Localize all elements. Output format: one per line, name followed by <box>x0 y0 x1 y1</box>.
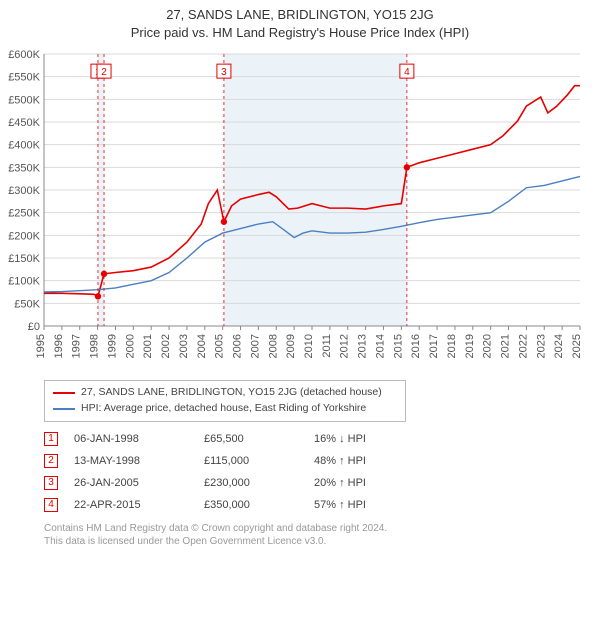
svg-text:2022: 2022 <box>517 334 529 358</box>
event-marker-4: 4 <box>44 498 58 512</box>
tx-pct: 48% ↑ HPI <box>314 455 424 467</box>
legend-item-hpi: HPI: Average price, detached house, East… <box>53 401 397 417</box>
svg-text:2008: 2008 <box>267 334 279 358</box>
legend-label-house: 27, SANDS LANE, BRIDLINGTON, YO15 2JG (d… <box>81 385 382 401</box>
footer-line-1: Contains HM Land Registry data © Crown c… <box>44 522 600 535</box>
legend: 27, SANDS LANE, BRIDLINGTON, YO15 2JG (d… <box>44 380 406 422</box>
footer-line-2: This data is licensed under the Open Gov… <box>44 535 600 548</box>
svg-text:1996: 1996 <box>53 334 65 358</box>
svg-text:2017: 2017 <box>428 334 440 358</box>
svg-text:2: 2 <box>101 68 107 79</box>
tx-price: £350,000 <box>204 499 314 511</box>
svg-text:4: 4 <box>404 68 410 79</box>
svg-text:2012: 2012 <box>339 334 351 358</box>
svg-text:2013: 2013 <box>357 334 369 358</box>
svg-text:2024: 2024 <box>553 334 565 358</box>
svg-text:1995: 1995 <box>35 334 47 358</box>
legend-label-hpi: HPI: Average price, detached house, East… <box>81 401 366 417</box>
svg-text:£0: £0 <box>28 321 40 333</box>
table-row: 4 22-APR-2015£350,00057% ↑ HPI <box>44 494 600 516</box>
tx-price: £115,000 <box>204 455 314 467</box>
title-block: 27, SANDS LANE, BRIDLINGTON, YO15 2JG Pr… <box>0 0 600 42</box>
svg-text:2007: 2007 <box>249 334 261 358</box>
chart-container: 27, SANDS LANE, BRIDLINGTON, YO15 2JG Pr… <box>0 0 600 620</box>
title-line-1: 27, SANDS LANE, BRIDLINGTON, YO15 2JG <box>0 6 600 24</box>
transaction-table: 1 06-JAN-1998£65,50016% ↓ HPI 2 13-MAY-1998… <box>44 428 600 516</box>
svg-text:2018: 2018 <box>446 334 458 358</box>
event-marker-2: 2 <box>44 454 58 468</box>
tx-pct: 20% ↑ HPI <box>314 477 424 489</box>
svg-text:£300K: £300K <box>8 185 40 197</box>
table-row: 3 26-JAN-2005£230,00020% ↑ HPI <box>44 472 600 494</box>
tx-pct: 16% ↓ HPI <box>314 433 424 445</box>
svg-text:£350K: £350K <box>8 163 40 175</box>
legend-swatch-house <box>53 392 75 394</box>
svg-text:2021: 2021 <box>500 334 512 358</box>
tx-date: 22-APR-2015 <box>74 499 204 511</box>
tx-date: 26-JAN-2005 <box>74 477 204 489</box>
svg-text:2015: 2015 <box>392 334 404 358</box>
legend-swatch-hpi <box>53 408 75 410</box>
svg-text:£150K: £150K <box>8 253 40 265</box>
svg-text:2001: 2001 <box>142 334 154 358</box>
svg-text:3: 3 <box>221 68 227 79</box>
svg-text:2002: 2002 <box>160 334 172 358</box>
tx-price: £65,500 <box>204 433 314 445</box>
svg-text:2000: 2000 <box>124 334 136 358</box>
svg-text:2010: 2010 <box>303 334 315 358</box>
legend-item-house: 27, SANDS LANE, BRIDLINGTON, YO15 2JG (d… <box>53 385 397 401</box>
svg-text:2014: 2014 <box>374 334 386 358</box>
svg-text:£100K: £100K <box>8 276 40 288</box>
svg-text:2016: 2016 <box>410 334 422 358</box>
svg-text:2005: 2005 <box>214 334 226 358</box>
svg-text:2019: 2019 <box>464 334 476 358</box>
table-row: 1 06-JAN-1998£65,50016% ↓ HPI <box>44 428 600 450</box>
svg-text:2006: 2006 <box>232 334 244 358</box>
tx-pct: 57% ↑ HPI <box>314 499 424 511</box>
chart-svg: £0 £50K £100K £150K £200K £250K £300K £350K £400… <box>0 46 590 376</box>
svg-text:2011: 2011 <box>321 334 333 358</box>
tx-price: £230,000 <box>204 477 314 489</box>
tx-date: 06-JAN-1998 <box>74 433 204 445</box>
footer: Contains HM Land Registry data © Crown c… <box>44 522 600 548</box>
svg-text:1998: 1998 <box>89 334 101 358</box>
table-row: 2 13-MAY-1998£115,00048% ↑ HPI <box>44 450 600 472</box>
svg-text:2025: 2025 <box>571 334 583 358</box>
svg-text:£250K: £250K <box>8 208 40 220</box>
event-marker-3: 3 <box>44 476 58 490</box>
svg-text:1999: 1999 <box>106 334 118 358</box>
event-marker-1: 1 <box>44 432 58 446</box>
svg-text:2004: 2004 <box>196 334 208 358</box>
svg-text:£550K: £550K <box>8 72 40 84</box>
svg-text:£400K: £400K <box>8 140 40 152</box>
svg-text:£450K: £450K <box>8 117 40 129</box>
svg-text:2020: 2020 <box>482 334 494 358</box>
svg-text:£50K: £50K <box>14 299 40 311</box>
svg-text:2023: 2023 <box>535 334 547 358</box>
svg-text:£600K: £600K <box>8 49 40 61</box>
svg-text:£200K: £200K <box>8 231 40 243</box>
chart-area: £0 £50K £100K £150K £200K £250K £300K £350K £400… <box>0 46 590 376</box>
svg-text:2009: 2009 <box>285 334 297 358</box>
svg-text:2003: 2003 <box>178 334 190 358</box>
title-line-2: Price paid vs. HM Land Registry's House … <box>0 24 600 42</box>
svg-text:1997: 1997 <box>71 334 83 358</box>
svg-text:£500K: £500K <box>8 95 40 107</box>
tx-date: 13-MAY-1998 <box>74 455 204 467</box>
